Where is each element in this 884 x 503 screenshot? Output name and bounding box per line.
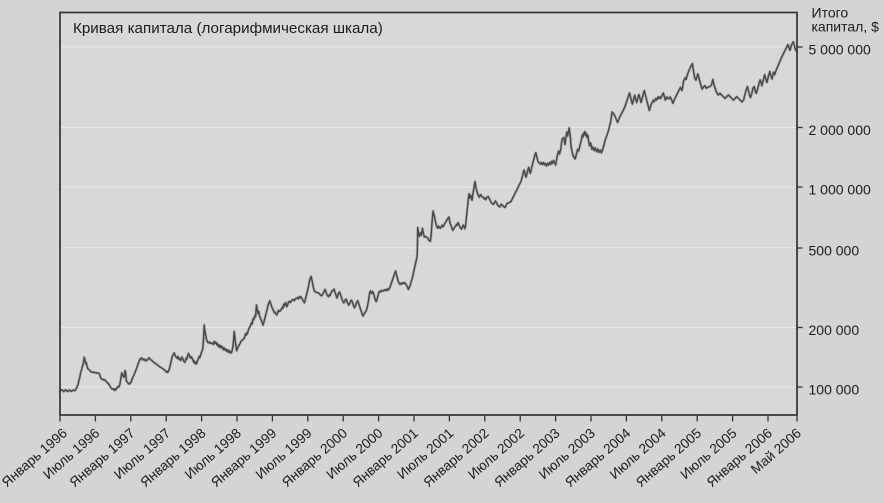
svg-text:5 000 000: 5 000 000	[809, 41, 871, 57]
svg-text:500 000: 500 000	[809, 242, 860, 258]
svg-text:1 000 000: 1 000 000	[809, 181, 871, 197]
svg-text:2 000 000: 2 000 000	[809, 122, 871, 138]
svg-text:капитал, $: капитал, $	[812, 18, 880, 34]
svg-text:Кривая капитала (логарифмическ: Кривая капитала (логарифмическая шкала)	[73, 20, 383, 37]
svg-text:Итого: Итого	[812, 5, 849, 21]
svg-text:200 000: 200 000	[809, 322, 860, 338]
svg-text:100 000: 100 000	[809, 381, 860, 397]
